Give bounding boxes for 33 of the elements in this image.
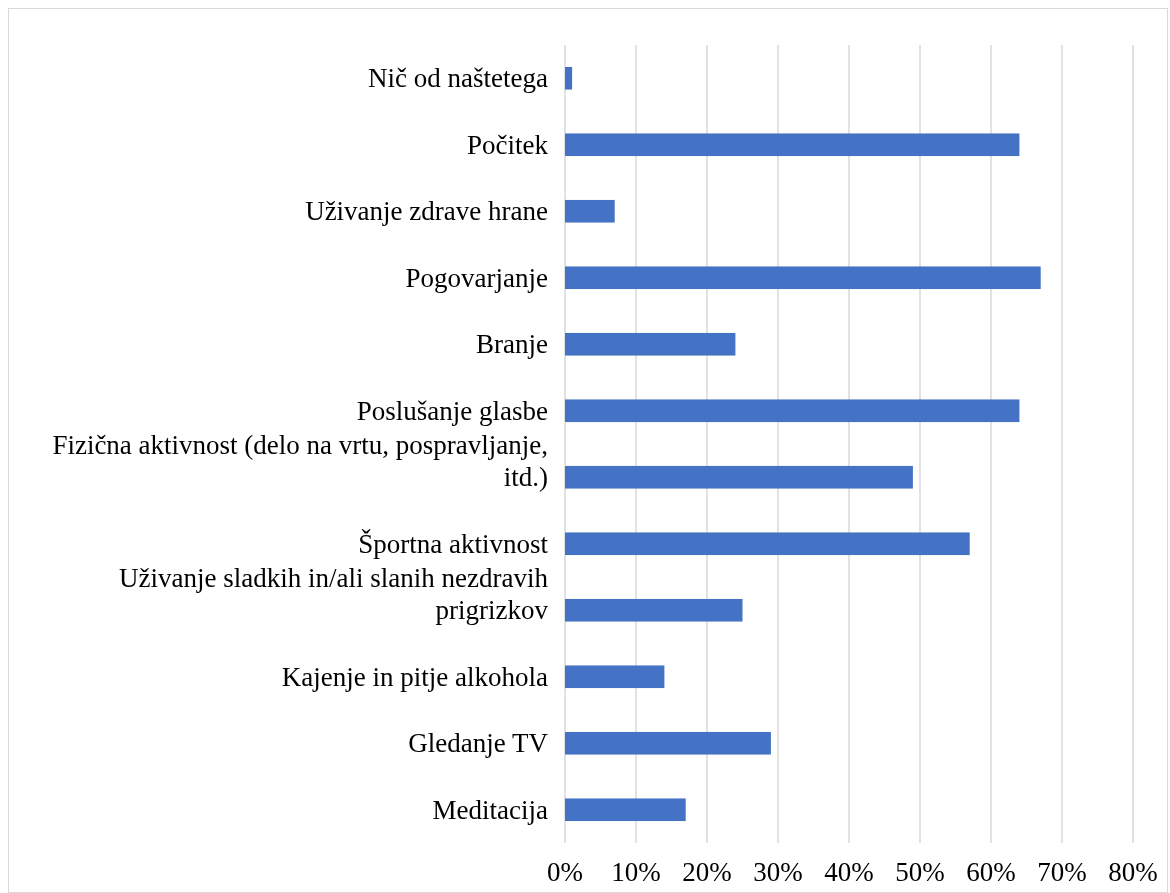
bar [565, 133, 1020, 157]
bar [565, 332, 736, 356]
bar [565, 665, 665, 689]
bar [565, 598, 743, 622]
bar [565, 199, 615, 223]
x-tick-label: 80% [1108, 857, 1158, 887]
bar [565, 731, 771, 755]
x-tick-label: 60% [966, 857, 1016, 887]
bar [565, 399, 1020, 423]
x-tick-label: 20% [682, 857, 732, 887]
x-tick-label: 70% [1037, 857, 1087, 887]
x-tick-label: 0% [547, 857, 583, 887]
y-tick-label: Meditacija [432, 794, 549, 825]
bar [565, 266, 1041, 290]
y-tick-label: Športna aktivnost [358, 528, 549, 559]
y-tick-label: Branje [476, 329, 548, 360]
bar [565, 532, 970, 556]
y-tick-label: Uživanje zdrave hrane [305, 196, 549, 227]
bar [565, 66, 573, 90]
y-tick-label: Počitek [467, 129, 549, 160]
y-tick-label: Gledanje TV [408, 728, 549, 759]
bar [565, 465, 913, 489]
y-tick-label: Kajenje in pitje alkohola [281, 661, 549, 692]
y-tick-label: Fizična aktivnost (delo na vrtu, pospravljanje, itd.) [52, 430, 548, 493]
y-tick-label: Uživanje sladkih in/ali slanih nezdravih prigrizkov [119, 563, 549, 626]
x-tick-label: 50% [895, 857, 945, 887]
y-tick-label: Nič od naštetega [368, 63, 549, 94]
x-tick-label: 10% [611, 857, 661, 887]
x-tick-label: 30% [753, 857, 803, 887]
x-tick-label: 40% [824, 857, 874, 887]
bar [565, 798, 686, 822]
y-tick-label: Poslušanje glasbe [356, 395, 549, 426]
y-tick-label: Pogovarjanje [405, 262, 549, 293]
